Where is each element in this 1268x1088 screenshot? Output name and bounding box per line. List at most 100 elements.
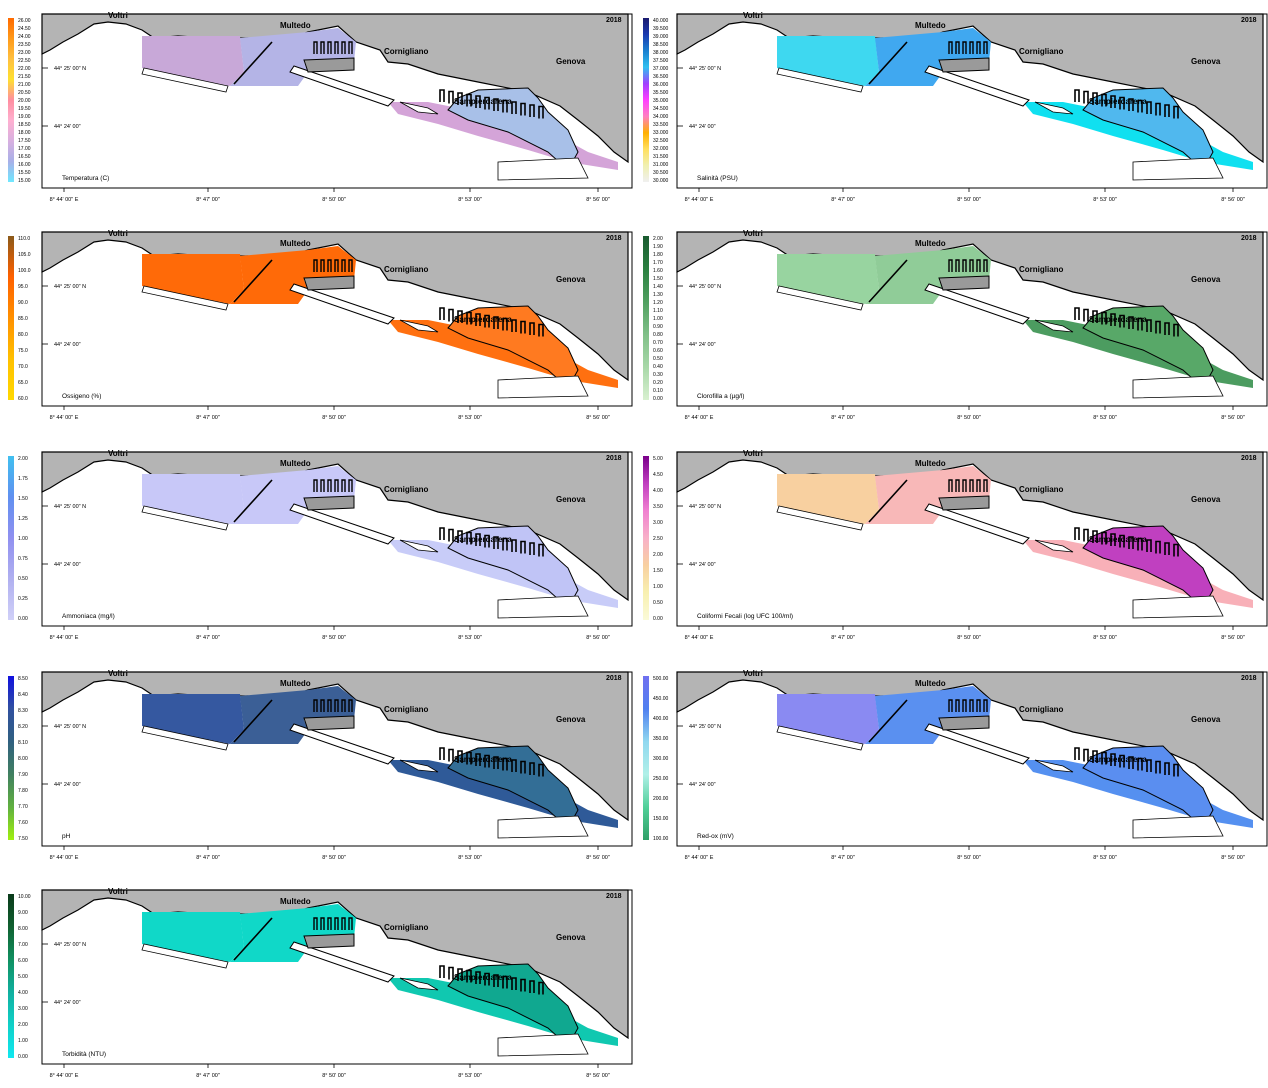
- lon-label: 8° 50' 00": [957, 635, 981, 641]
- airport-runway: [289, 65, 395, 107]
- map-panel-temperatura: Voltri Multedo Cornigliano Sampierdarena Gen…: [8, 2, 633, 212]
- pier: [341, 917, 346, 930]
- pier: [313, 41, 318, 54]
- place-label: Multedo: [280, 21, 311, 30]
- pier: [955, 41, 960, 54]
- place-label: Multedo: [915, 459, 946, 468]
- pier: [529, 762, 535, 775]
- scale-tick-label: 0.80: [653, 332, 663, 338]
- pier: [1155, 760, 1161, 774]
- pier: [969, 259, 974, 272]
- lon-label: 8° 56' 00": [586, 635, 610, 641]
- scale-tick-label: 1.75: [18, 476, 28, 482]
- pier: [313, 917, 318, 930]
- pier: [457, 750, 463, 763]
- lat-label: 44° 25' 00" N: [689, 284, 721, 290]
- lon-label: 8° 47' 00": [196, 197, 220, 203]
- pier: [520, 978, 526, 992]
- scale-tick-label: 37.000: [653, 66, 669, 72]
- pier: [320, 259, 325, 272]
- map-torbidita: Voltri Multedo Cornigliano Sampierdarena Gen…: [42, 887, 633, 1079]
- pier: [439, 307, 445, 320]
- pier: [484, 972, 490, 986]
- pier: [1101, 93, 1107, 107]
- scale-tick-label: 0.00: [653, 616, 663, 622]
- breakwater: [233, 479, 273, 523]
- lon-label: 8° 53' 00": [1093, 855, 1117, 861]
- year-label: 2018: [606, 235, 622, 242]
- pier: [1128, 756, 1134, 769]
- scale-tick-label: 21.50: [18, 74, 31, 80]
- scale-tick-label: 8.00: [18, 756, 28, 762]
- pier: [1092, 310, 1098, 323]
- scale-tick-label: 22.50: [18, 58, 31, 64]
- scale-tick-label: 22.00: [18, 66, 31, 72]
- color-bar: [8, 894, 14, 1058]
- pier: [348, 259, 353, 272]
- seawall: [141, 725, 229, 751]
- pier: [475, 753, 481, 766]
- scale-tick-label: 7.80: [18, 788, 28, 794]
- pier: [334, 41, 339, 54]
- pier: [466, 969, 472, 983]
- lat-label: 44° 25' 00" N: [54, 66, 86, 72]
- scale-tick-label: 0.60: [653, 348, 663, 354]
- seawall: [141, 67, 229, 93]
- pier: [341, 259, 346, 272]
- pier: [484, 314, 490, 328]
- pier: [1110, 313, 1116, 326]
- pier: [457, 968, 463, 981]
- scale-tick-label: 500.00: [653, 676, 669, 682]
- pier: [348, 917, 353, 930]
- breakwater: [233, 699, 273, 743]
- lon-label: 8° 53' 00": [458, 855, 482, 861]
- scale-tick-label: 33.500: [653, 122, 669, 128]
- pier: [475, 971, 481, 984]
- pier: [1110, 95, 1116, 108]
- lon-label: 8° 44' 00" E: [685, 855, 714, 861]
- scale-tick-label: 2.00: [18, 456, 28, 462]
- pier: [983, 479, 988, 492]
- pier: [955, 259, 960, 272]
- pier: [1074, 89, 1080, 102]
- pier: [520, 760, 526, 774]
- color-scale-torbidita: 10.00 9.00 8.00 7.00 6.00 5.00 4.00 3.00 2.00 1.0…: [8, 894, 106, 1060]
- scale-tick-label: 7.50: [18, 836, 28, 842]
- lon-label: 8° 56' 00": [1221, 855, 1245, 861]
- scale-tick-label: 0.50: [653, 356, 663, 362]
- place-label: Genova: [556, 57, 586, 66]
- pier: [511, 101, 517, 114]
- scale-tick-label: 17.00: [18, 146, 31, 152]
- scale-tick-label: 8.00: [18, 926, 28, 932]
- zone-harbour: [1082, 305, 1214, 389]
- pier: [348, 41, 353, 54]
- year-label: 2018: [1241, 17, 1257, 24]
- pier: [962, 699, 967, 712]
- panel-title: Red-ox (mV): [697, 833, 734, 840]
- pier: [511, 759, 517, 772]
- map-temperatura: Voltri Multedo Cornigliano Sampierdarena Gen…: [42, 11, 633, 203]
- seawall: [141, 285, 229, 311]
- scale-tick-label: 1.10: [653, 308, 663, 314]
- panel-title: Ammoniaca (mg/l): [62, 613, 115, 620]
- pier: [327, 917, 332, 930]
- pier: [520, 540, 526, 554]
- place-label: Voltri: [743, 229, 763, 238]
- scale-tick-label: 34.000: [653, 114, 669, 120]
- wharf: [303, 57, 355, 73]
- place-label: Multedo: [915, 679, 946, 688]
- scale-tick-label: 3.00: [653, 520, 663, 526]
- color-scale-coliformi: 5.00 4.50 4.00 3.50 3.00 2.50 2.00 1.50 1.00 0.50…: [643, 456, 793, 622]
- pier: [502, 317, 508, 331]
- scale-tick-label: 3.00: [18, 1006, 28, 1012]
- scale-tick-label: 39.000: [653, 34, 669, 40]
- pier: [1137, 537, 1143, 551]
- color-scale-clorofilla: 2.00 1.90 1.80 1.70 1.60 1.50 1.40 1.30 1.20 1.10…: [643, 236, 744, 402]
- scale-tick-label: 60.0: [18, 396, 28, 402]
- pier: [502, 537, 508, 551]
- pier: [448, 308, 454, 322]
- pier: [1137, 757, 1143, 771]
- pier: [348, 699, 353, 712]
- scale-tick-label: 35.000: [653, 98, 669, 104]
- pier: [320, 479, 325, 492]
